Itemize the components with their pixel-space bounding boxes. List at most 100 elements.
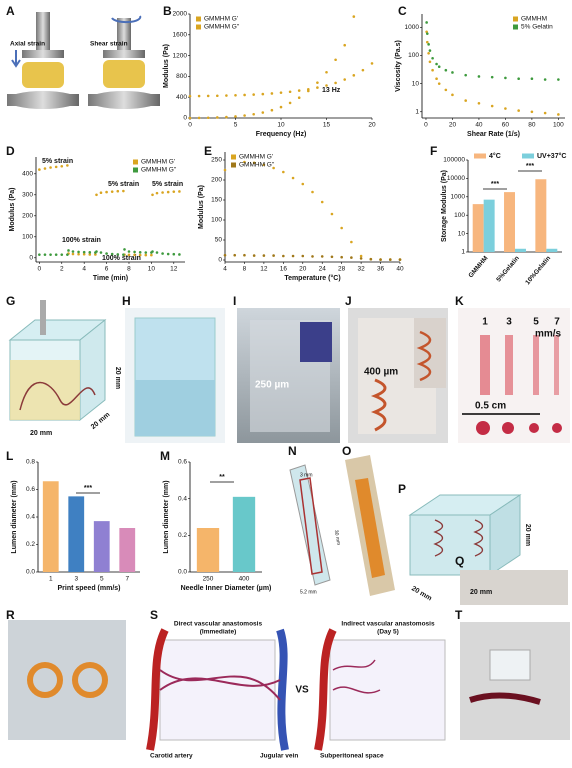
x-tick-label: 20 <box>299 266 307 273</box>
data-point <box>123 248 126 251</box>
x-tick-label: 15 <box>323 122 331 129</box>
data-point <box>428 49 432 52</box>
x-axis-label: Time (min) <box>93 275 128 282</box>
data-point <box>307 89 310 93</box>
data-point <box>252 93 255 96</box>
data-point <box>270 92 274 95</box>
base <box>7 94 79 106</box>
data-point <box>43 253 47 256</box>
data-point <box>311 255 314 258</box>
data-point <box>370 62 374 65</box>
y-tick-label: 1 <box>415 108 419 115</box>
y-axis-label: Viscosity (Pa.s) <box>395 40 402 92</box>
dimension-label: 20 mm <box>90 411 111 431</box>
hydrogel <box>22 62 64 88</box>
x-tick-label: 28 <box>338 266 346 273</box>
data-point <box>279 105 283 109</box>
data-point <box>133 253 136 257</box>
data-point <box>435 77 438 80</box>
panel-letter: B <box>163 4 172 18</box>
x-tick-label: 8 <box>127 266 131 273</box>
data-point <box>127 250 131 253</box>
data-point <box>166 190 170 194</box>
data-point <box>297 96 301 100</box>
legend-swatch <box>231 154 236 160</box>
data-point <box>95 250 98 253</box>
data-point <box>66 253 69 256</box>
data-point <box>282 170 285 174</box>
legend-swatch <box>513 24 518 30</box>
data-point <box>138 253 142 257</box>
data-point <box>504 76 507 80</box>
plate <box>103 50 145 58</box>
data-point <box>261 111 265 114</box>
scaffold <box>329 639 446 741</box>
y-tick-label: 200 <box>211 177 222 184</box>
x-axis-label: Shear Rate (1/s) <box>467 131 520 138</box>
caption: Direct vascular anastomosis <box>174 621 263 628</box>
legend-label: GMMHM <box>521 16 547 23</box>
y-tick-label: 1000 <box>451 194 466 201</box>
y-tick-label: 0.4 <box>26 514 35 521</box>
legend-label: UV+37°C <box>537 152 566 160</box>
y-tick-label: 10 <box>458 230 466 237</box>
data-point <box>325 84 328 87</box>
data-point <box>243 253 246 257</box>
legend-swatch <box>133 159 138 165</box>
data-point <box>116 189 120 193</box>
y-tick-label: 0.6 <box>26 486 35 493</box>
data-point <box>243 160 246 164</box>
x-tick-label: 100 <box>553 122 564 129</box>
base <box>88 94 160 106</box>
data-point <box>233 253 237 257</box>
photo-t <box>460 622 570 740</box>
data-point <box>155 251 159 254</box>
data-point <box>477 101 481 105</box>
y-tick-label: 100 <box>454 212 465 219</box>
legend-label: GMMHM G' <box>204 16 238 23</box>
dimension-label: 30 mm <box>333 530 342 546</box>
x-tick-label: 24 <box>319 266 327 273</box>
x-axis-label: Print speed (mm/s) <box>57 585 120 592</box>
x-tick-label: 0 <box>38 266 42 273</box>
x-tick-label: 1 <box>49 576 53 583</box>
panel-letter: N <box>288 444 297 458</box>
dimension-label: 20 mm <box>410 585 433 602</box>
y-axis-label: Lumen diameter (mm) <box>163 480 170 553</box>
data-point <box>352 74 356 77</box>
y-tick-label: 10 <box>412 80 420 87</box>
bar <box>196 528 220 572</box>
y-tick-label: 50 <box>215 237 223 244</box>
data-point <box>206 94 210 98</box>
y-tick-label: 0 <box>29 255 33 262</box>
data-point <box>66 164 69 167</box>
data-point <box>82 250 86 254</box>
dimension-label: 20 mm <box>114 367 121 389</box>
data-point <box>428 60 432 64</box>
dimension-label: 20 mm <box>30 430 52 437</box>
legend-label: GMMHM G' <box>141 159 175 166</box>
data-point <box>116 253 120 256</box>
legend-label: GMMHM G' <box>239 154 273 161</box>
x-tick-label: 3 <box>74 576 78 583</box>
y-tick-label: 250 <box>211 157 222 164</box>
data-point <box>88 251 92 254</box>
x-tick-label: 40 <box>475 122 483 129</box>
x-tick-label: 20 <box>449 122 457 129</box>
data-point <box>110 190 114 193</box>
data-point <box>99 191 103 194</box>
data-point <box>320 255 324 258</box>
data-point <box>43 167 47 170</box>
data-point <box>82 252 86 256</box>
legend-label: 4°C <box>489 152 501 160</box>
data-point <box>272 254 275 257</box>
panel-letter: P <box>398 482 406 496</box>
data-point <box>359 254 363 258</box>
data-point <box>437 65 441 69</box>
annotation: 13 Hz <box>322 87 341 94</box>
data-point <box>223 168 227 172</box>
vessels <box>332 659 381 694</box>
data-point <box>530 110 534 114</box>
y-axis-label: Modulus (Pa) <box>198 185 205 229</box>
